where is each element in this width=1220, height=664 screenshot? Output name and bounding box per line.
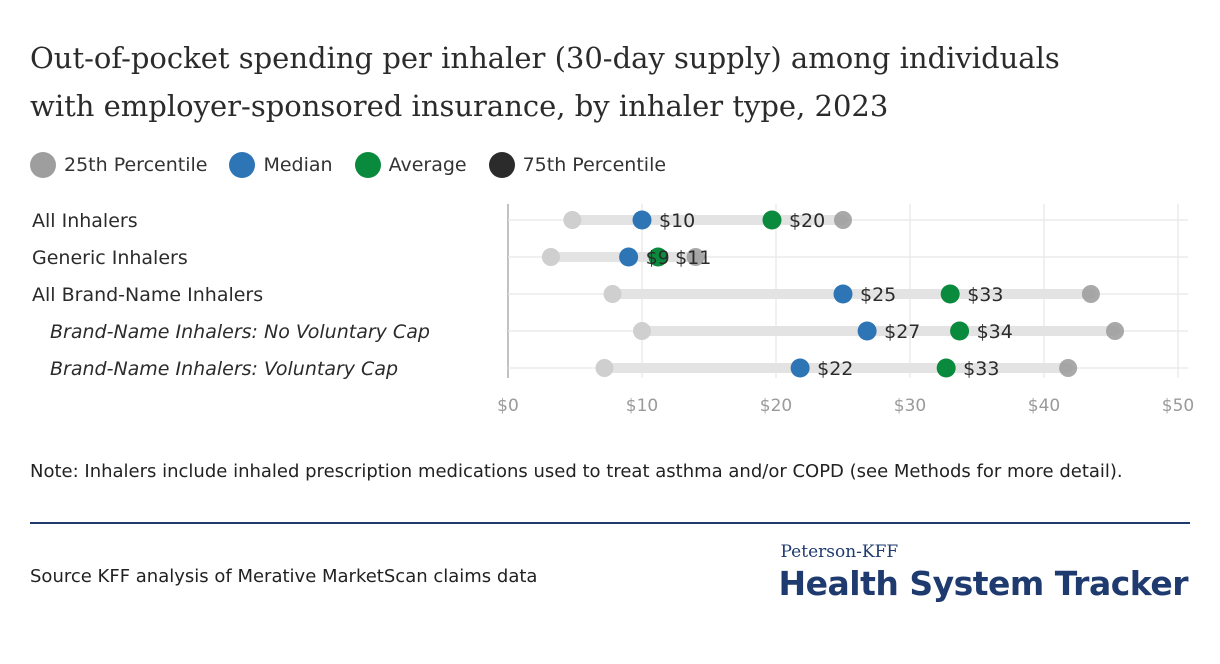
- legend-item-average: Average: [354, 152, 467, 178]
- point-25th-percentile: [595, 359, 614, 377]
- x-tick-label: $50: [1162, 396, 1194, 416]
- point-75th-percentile: [1081, 285, 1100, 303]
- point-median: [857, 321, 877, 341]
- x-tick-label: $10: [626, 396, 658, 416]
- dot-range-chart: $0 $10 $20 $30 $40 $50 All Inhalers $10 $20 Gener…: [32, 204, 1194, 416]
- x-tick-label: $30: [894, 396, 926, 416]
- median-value-label: $10: [659, 210, 695, 232]
- median-value-label: $9: [646, 247, 670, 269]
- legend-swatch-average: [354, 152, 381, 178]
- legend-item-25th-percentile: 25th Percentile: [30, 152, 207, 178]
- point-75th-percentile: [834, 211, 852, 229]
- average-value-label: $33: [963, 358, 999, 380]
- point-25th-percentile: [603, 285, 622, 303]
- point-median: [619, 247, 639, 267]
- source-text: Source KFF analysis of Merative MarketSc…: [30, 566, 538, 587]
- x-tick-label: $0: [497, 396, 519, 416]
- point-75th-percentile: [1059, 359, 1078, 377]
- average-value-label: $34: [977, 321, 1013, 343]
- point-25th-percentile: [633, 322, 651, 340]
- chart-note: Note: Inhalers include inhaled prescript…: [30, 461, 1123, 482]
- category-label: Brand-Name Inhalers: No Voluntary Cap: [50, 321, 430, 343]
- average-value-label: $20: [789, 210, 825, 232]
- legend-item-75th-percentile: 75th Percentile: [488, 152, 667, 178]
- legend-label-75th-percentile: 75th Percentile: [522, 154, 667, 176]
- category-label: Generic Inhalers: [32, 247, 188, 269]
- point-average: [940, 284, 960, 304]
- point-25th-percentile: [563, 211, 582, 229]
- point-median: [833, 284, 853, 304]
- point-average: [950, 321, 970, 341]
- x-tick-label: $20: [760, 396, 792, 416]
- footer-divider: [30, 522, 1190, 524]
- legend-swatch-75th-percentile: [488, 152, 515, 178]
- point-median: [632, 210, 652, 230]
- category-label: All Brand-Name Inhalers: [32, 284, 263, 306]
- median-value-label: $22: [817, 358, 853, 380]
- point-average: [648, 247, 668, 267]
- chart-title: Out-of-pocket spending per inhaler (30-d…: [30, 34, 1200, 130]
- average-value-label: $33: [967, 284, 1003, 306]
- median-value-label: $25: [860, 284, 896, 306]
- point-average: [936, 358, 956, 378]
- brand-logo-small: Peterson-KFF: [780, 542, 899, 562]
- legend-label-25th-percentile: 25th Percentile: [64, 154, 208, 176]
- chart-title-line-1: Out-of-pocket spending per inhaler (30-d…: [30, 41, 1060, 75]
- chart-legend: 25th Percentile Median Average 75th Perc…: [30, 150, 688, 180]
- average-value-label: $11: [675, 247, 711, 269]
- point-average: [762, 210, 782, 230]
- point-75th-percentile: [1106, 322, 1125, 340]
- category-label: Brand-Name Inhalers: Voluntary Cap: [50, 358, 398, 380]
- legend-item-median: Median: [229, 152, 333, 178]
- chart-title-line-2: with employer-sponsored insurance, by in…: [30, 89, 889, 123]
- point-median: [790, 358, 810, 378]
- legend-label-median: Median: [263, 154, 333, 176]
- legend-label-average: Average: [388, 154, 467, 176]
- brand-logo: Peterson-KFF Health System Tracker: [779, 542, 1189, 603]
- point-25th-percentile: [541, 248, 560, 266]
- brand-logo-big: Health System Tracker: [778, 564, 1189, 603]
- point-75th-percentile: [686, 248, 705, 266]
- category-label: All Inhalers: [32, 210, 138, 232]
- legend-swatch-median: [229, 152, 256, 178]
- x-tick-label: $40: [1028, 396, 1060, 416]
- median-value-label: $27: [884, 321, 920, 343]
- legend-swatch-25th-percentile: [30, 152, 56, 178]
